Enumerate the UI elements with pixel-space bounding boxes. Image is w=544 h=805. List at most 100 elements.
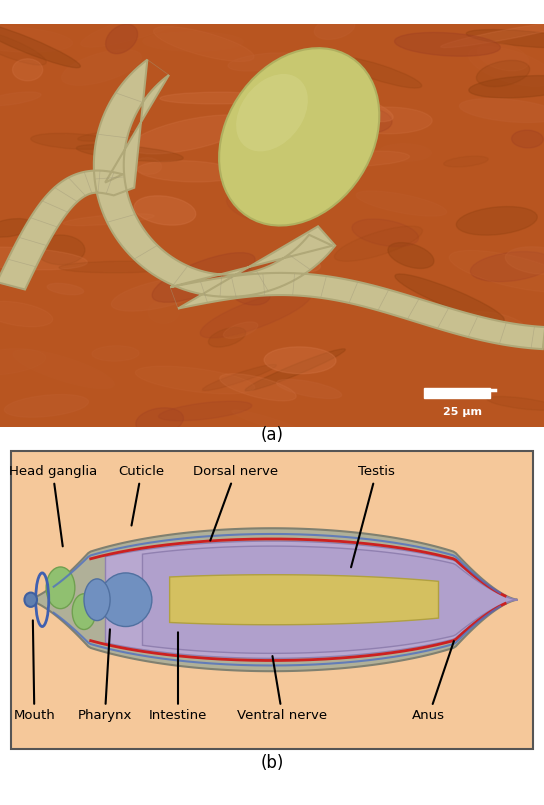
Ellipse shape <box>47 283 84 295</box>
Ellipse shape <box>228 53 301 71</box>
Ellipse shape <box>227 194 280 222</box>
Text: Pharynx: Pharynx <box>78 630 132 722</box>
Ellipse shape <box>61 49 141 85</box>
Ellipse shape <box>0 301 53 327</box>
Ellipse shape <box>378 143 431 161</box>
Text: 25 μm: 25 μm <box>443 407 482 416</box>
Ellipse shape <box>459 312 529 341</box>
Ellipse shape <box>511 130 543 148</box>
Polygon shape <box>170 575 438 625</box>
Ellipse shape <box>0 247 88 270</box>
Ellipse shape <box>136 408 183 434</box>
Ellipse shape <box>100 573 152 626</box>
Ellipse shape <box>314 17 355 39</box>
Ellipse shape <box>477 60 530 87</box>
Text: (b): (b) <box>261 754 283 772</box>
Ellipse shape <box>72 594 96 630</box>
Ellipse shape <box>106 24 138 54</box>
Ellipse shape <box>135 366 255 394</box>
Ellipse shape <box>0 219 33 237</box>
Ellipse shape <box>36 235 85 265</box>
Text: Ventral nerve: Ventral nerve <box>237 656 327 722</box>
Ellipse shape <box>4 394 89 417</box>
Ellipse shape <box>0 26 72 52</box>
Ellipse shape <box>344 107 432 134</box>
Ellipse shape <box>335 226 423 262</box>
Ellipse shape <box>220 374 296 401</box>
Polygon shape <box>143 546 517 654</box>
Ellipse shape <box>92 346 139 361</box>
Ellipse shape <box>134 158 162 175</box>
Ellipse shape <box>0 22 81 68</box>
Ellipse shape <box>84 579 110 621</box>
Ellipse shape <box>202 365 276 390</box>
Ellipse shape <box>46 567 75 609</box>
Ellipse shape <box>13 349 114 389</box>
Ellipse shape <box>339 107 392 133</box>
Ellipse shape <box>456 207 537 235</box>
Ellipse shape <box>449 250 544 292</box>
Ellipse shape <box>236 74 308 151</box>
Ellipse shape <box>388 242 434 269</box>
Ellipse shape <box>459 98 544 122</box>
Ellipse shape <box>231 259 296 294</box>
Ellipse shape <box>153 27 254 61</box>
Ellipse shape <box>159 401 252 421</box>
Ellipse shape <box>318 151 410 167</box>
Ellipse shape <box>277 379 342 398</box>
Ellipse shape <box>200 291 311 338</box>
Ellipse shape <box>208 328 246 347</box>
Ellipse shape <box>477 43 529 71</box>
Ellipse shape <box>219 48 379 225</box>
Ellipse shape <box>112 278 208 311</box>
Text: Cuticle: Cuticle <box>119 465 164 526</box>
Ellipse shape <box>505 246 544 275</box>
Ellipse shape <box>130 115 250 154</box>
Ellipse shape <box>76 144 183 162</box>
Ellipse shape <box>0 30 46 65</box>
Polygon shape <box>106 541 517 658</box>
Ellipse shape <box>137 161 238 182</box>
Text: Mouth: Mouth <box>14 621 55 722</box>
Polygon shape <box>27 528 517 671</box>
Bar <box>424 389 490 398</box>
Text: Head ganglia: Head ganglia <box>9 465 97 547</box>
Ellipse shape <box>245 349 345 391</box>
Ellipse shape <box>356 191 447 216</box>
Ellipse shape <box>232 410 304 434</box>
Ellipse shape <box>148 300 180 324</box>
Text: Testis: Testis <box>351 465 395 568</box>
Ellipse shape <box>471 252 544 282</box>
Ellipse shape <box>152 253 255 303</box>
Ellipse shape <box>224 322 258 338</box>
Ellipse shape <box>13 59 43 80</box>
Ellipse shape <box>0 92 41 105</box>
PathPatch shape <box>0 60 544 349</box>
Ellipse shape <box>264 347 336 374</box>
Ellipse shape <box>487 397 544 411</box>
Text: Dorsal nerve: Dorsal nerve <box>193 465 278 540</box>
Ellipse shape <box>0 349 46 375</box>
Ellipse shape <box>352 219 418 246</box>
Ellipse shape <box>307 143 336 164</box>
Ellipse shape <box>269 250 302 281</box>
Ellipse shape <box>469 76 544 98</box>
Ellipse shape <box>81 4 203 47</box>
Ellipse shape <box>299 87 393 122</box>
Text: Anus: Anus <box>412 641 454 722</box>
Ellipse shape <box>468 47 544 86</box>
Ellipse shape <box>78 130 135 141</box>
Ellipse shape <box>143 31 244 52</box>
Ellipse shape <box>394 32 500 56</box>
Ellipse shape <box>134 196 196 225</box>
Ellipse shape <box>59 261 183 273</box>
Ellipse shape <box>212 268 292 301</box>
Ellipse shape <box>334 56 422 88</box>
Ellipse shape <box>31 134 118 150</box>
Text: (a): (a) <box>261 426 283 444</box>
Ellipse shape <box>395 274 504 322</box>
Ellipse shape <box>287 257 320 272</box>
Ellipse shape <box>63 214 154 225</box>
Ellipse shape <box>466 30 544 48</box>
Ellipse shape <box>230 279 270 305</box>
